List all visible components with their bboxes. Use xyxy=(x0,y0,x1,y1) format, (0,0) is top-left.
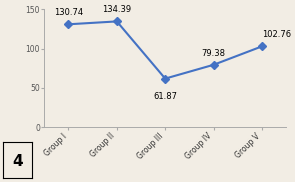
Text: 130.74: 130.74 xyxy=(54,8,83,17)
Text: 79.38: 79.38 xyxy=(201,49,226,58)
Text: 102.76: 102.76 xyxy=(262,30,291,39)
Text: 134.39: 134.39 xyxy=(102,5,131,14)
Text: 4: 4 xyxy=(12,155,23,169)
Text: 61.87: 61.87 xyxy=(153,92,177,102)
